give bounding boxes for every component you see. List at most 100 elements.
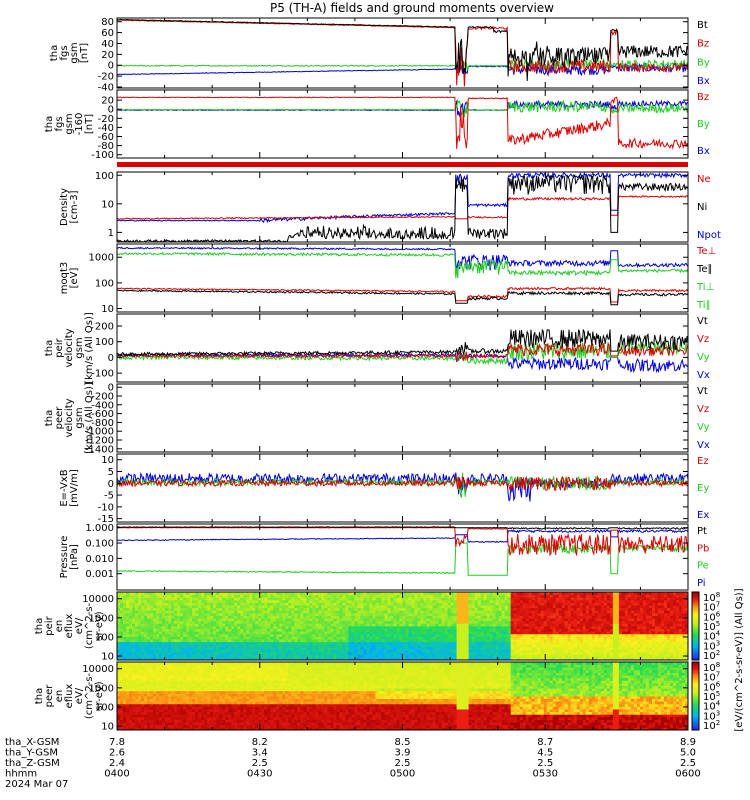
x-row-label: tha_Z-GSM xyxy=(5,758,60,769)
colorbar-swatch xyxy=(692,636,699,639)
colorbar-swatch xyxy=(692,689,699,692)
colorbar-swatch xyxy=(692,672,699,675)
y-tick-label: 100 xyxy=(95,702,114,713)
colorbar-swatch xyxy=(692,612,699,615)
legend-Bz: Bz xyxy=(697,39,709,50)
x-tick-label: 0500 xyxy=(390,769,415,780)
colorbar-swatch xyxy=(692,614,699,617)
series-line-green xyxy=(117,472,688,499)
y-axis-label: gsm xyxy=(64,113,75,134)
x-tick-label: 5.0 xyxy=(680,748,696,759)
colorbar-swatch xyxy=(692,617,699,620)
colorbar-label: [eV/(cm^2-s-sr-eV)] (All Qs)] xyxy=(734,588,745,731)
legend-Ni: Ni xyxy=(697,202,707,213)
x-tick-label: 4.5 xyxy=(537,748,553,759)
series-line-red xyxy=(117,96,688,150)
colorbar-swatch xyxy=(692,687,699,690)
legend-Bz: Bz xyxy=(697,92,709,103)
y-tick-label: 0.100 xyxy=(85,539,114,550)
series-line-green xyxy=(117,542,688,576)
x-row-label: tha_X-GSM xyxy=(5,737,59,748)
y-axis-label: [cm-3] xyxy=(69,190,80,223)
x-axis: tha_X-GSM 7.8 8.2 8.5 8.7 8.9 tha_Y-GSM 2.6 3.4 3… xyxy=(5,737,701,790)
x-tick-label: 8.5 xyxy=(395,737,411,748)
colorbar-swatch xyxy=(692,697,699,700)
y-axis-label: velocity xyxy=(64,398,75,437)
y-tick-label: 0 xyxy=(108,479,114,490)
x-tick-label: 0600 xyxy=(675,769,700,780)
y-axis-label: peer xyxy=(54,406,65,430)
legend-Pt: Pt xyxy=(697,526,707,537)
x-tick-label: 2.5 xyxy=(537,758,553,769)
legend-Bx: Bx xyxy=(697,146,710,157)
y-axis-label: en xyxy=(54,620,65,633)
x-tick-label: 8.9 xyxy=(680,737,696,748)
y-tick-label: -15 xyxy=(98,514,114,525)
series-line-green xyxy=(117,251,688,279)
y-tick-label: -5 xyxy=(104,491,114,502)
colorbar-swatch xyxy=(692,724,699,727)
series-line-red xyxy=(117,475,688,491)
legend-Pi: Pi xyxy=(697,578,706,589)
y-tick-label: 10 xyxy=(101,199,114,210)
legend-Ti∥: Ti∥ xyxy=(696,300,711,311)
series-line-red xyxy=(117,341,688,362)
y-axis-label: tha xyxy=(34,618,45,634)
colorbar-swatch xyxy=(692,656,699,659)
colorbar-swatch xyxy=(692,639,699,642)
y-axis-label: E=-VxB xyxy=(59,469,70,506)
y-axis-label: (cm^2-s- xyxy=(84,672,95,719)
date-label: 2024 Mar 07 xyxy=(5,779,68,790)
colorbar-swatch xyxy=(692,622,699,625)
y-axis-label: eflux xyxy=(64,614,75,639)
x-tick-label: 2.4 xyxy=(109,758,125,769)
y-axis-label: Density xyxy=(59,188,70,226)
legend-Vz: Vz xyxy=(697,404,709,415)
colorbar-swatch xyxy=(692,685,699,688)
legend-Vt: Vt xyxy=(697,386,708,397)
colorbar-swatch xyxy=(692,624,699,627)
colorbar-swatch xyxy=(692,682,699,685)
y-tick-label: 100 xyxy=(95,171,114,182)
y-axis-label: (cm^2-s- xyxy=(84,602,95,649)
y-axis-label: peir xyxy=(54,337,65,357)
y-tick-label: 5 xyxy=(108,467,114,478)
colorbar: 1081071061051041031021081071061051041031… xyxy=(691,588,745,732)
series-line-blue xyxy=(117,246,688,271)
colorbar-swatch xyxy=(692,609,699,612)
y-axis-label: tha xyxy=(34,688,45,704)
colorbar-swatch xyxy=(692,707,699,710)
y-tick-label: 10000 xyxy=(82,664,114,675)
x-tick-label: 0530 xyxy=(533,769,558,780)
y-tick-label: 10 xyxy=(101,652,114,663)
colorbar-swatch xyxy=(692,665,699,668)
y-axis-label: eflux xyxy=(64,684,75,709)
series-line-red xyxy=(117,286,688,303)
colorbar-swatch xyxy=(692,598,699,601)
colorbar-swatch xyxy=(692,692,699,695)
y-axis-label: [km/s (All Qs)] xyxy=(84,312,95,384)
legend-Vt: Vt xyxy=(697,316,708,327)
y-tick-label: 40 xyxy=(101,39,114,50)
colorbar-swatch xyxy=(692,675,699,678)
series-line-green xyxy=(117,98,688,118)
colorbar-swatch xyxy=(692,711,699,714)
panel-9: 10000 1000 100 10 tha peir en eflux eV/(cm^2-s-s… xyxy=(34,591,689,663)
x-tick-label: 3.9 xyxy=(395,748,411,759)
colorbar-swatch xyxy=(692,595,699,598)
y-axis-label: peir xyxy=(44,615,55,635)
colorbar-swatch xyxy=(692,643,699,646)
y-tick-label: 1000 xyxy=(89,613,114,624)
y-tick-label: -80 xyxy=(98,141,114,152)
colorbar-swatch xyxy=(692,667,699,670)
y-tick-label: -40 xyxy=(98,123,114,134)
y-axis-label: en xyxy=(54,690,65,703)
legend-By: By xyxy=(697,119,710,130)
legend-Vz: Vz xyxy=(697,334,709,345)
y-tick-label: 0 xyxy=(108,61,114,72)
colorbar-swatch xyxy=(692,593,699,596)
x-tick-label: 7.8 xyxy=(109,737,125,748)
y-axis-label: tha xyxy=(44,340,55,356)
